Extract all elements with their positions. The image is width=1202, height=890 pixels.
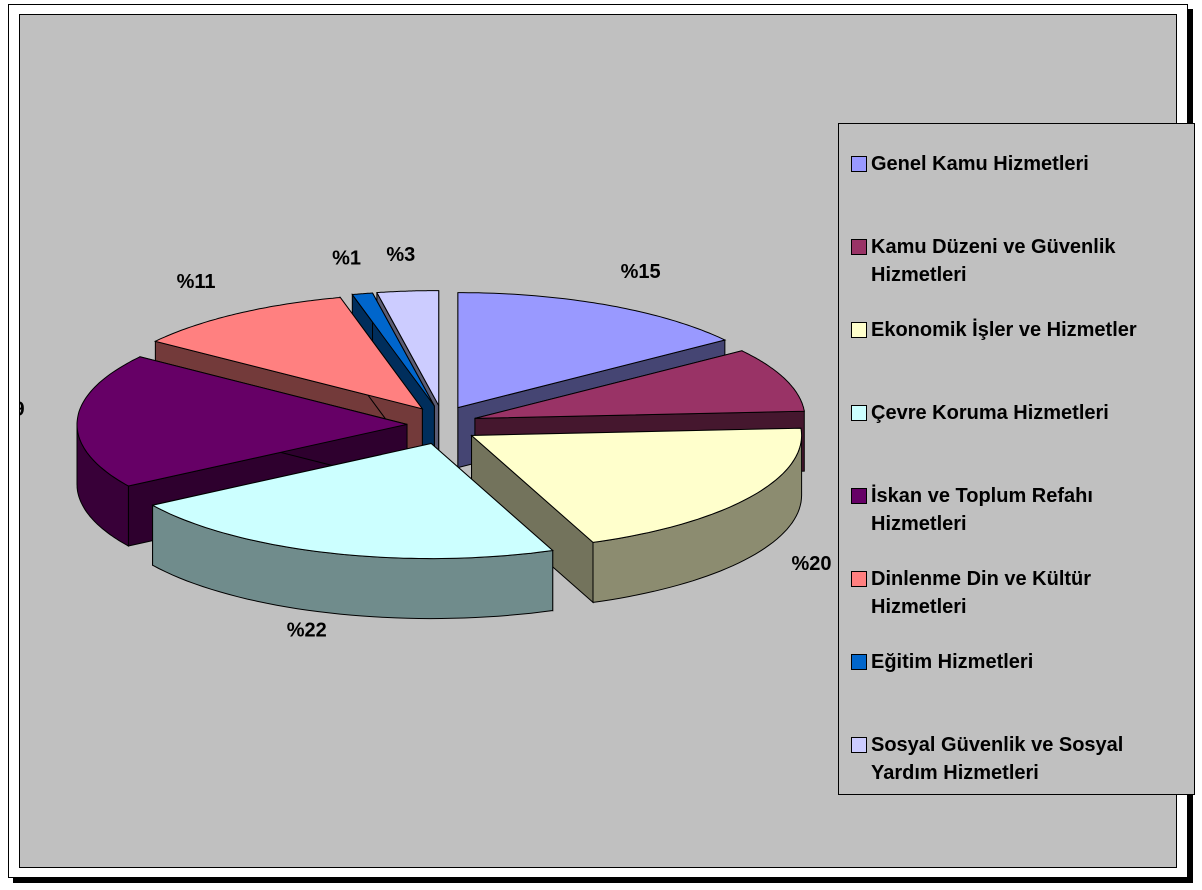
legend-label: Sosyal Güvenlik ve Sosyal Yardım Hizmetl… (871, 734, 1124, 784)
legend-item: Çevre Koruma Hizmetleri (851, 399, 1187, 427)
slice-top (474, 350, 805, 419)
legend-label: Çevre Koruma Hizmetleri (871, 402, 1109, 424)
legend-label: Dinlenme Din ve Kültür Hizmetleri (871, 568, 1092, 618)
data-label: %11 (177, 271, 216, 293)
slice-top (151, 443, 554, 560)
legend-item: Sosyal Güvenlik ve Sosyal Yardım Hizmetl… (851, 731, 1187, 787)
slice-top (76, 356, 408, 487)
pie-slice (470, 427, 803, 604)
legend-swatch (851, 571, 867, 587)
slice-top (470, 427, 803, 543)
legend-label: Eğitim Hizmetleri (871, 651, 1034, 673)
legend-item: Dinlenme Din ve Kültür Hizmetleri (851, 565, 1187, 621)
legend-item: Genel Kamu Hizmetleri (851, 150, 1187, 178)
legend-label: Kamu Düzeni ve Güvenlik Hizmetleri (871, 236, 1116, 286)
data-label: %1 (332, 247, 361, 269)
legend-label: Ekonomik İşler ve Hizmetler (871, 319, 1137, 341)
legend-item: Kamu Düzeni ve Güvenlik Hizmetleri (851, 233, 1187, 289)
legend-swatch (851, 156, 867, 172)
legend: Genel Kamu Hizmetleri Kamu Düzeni ve Güve… (838, 123, 1195, 795)
slice-top (351, 292, 435, 407)
data-label: %22 (287, 619, 327, 641)
slice-top (376, 290, 440, 406)
slice-top (153, 296, 424, 410)
slice-top (457, 292, 727, 409)
legend-swatch (851, 654, 867, 670)
legend-swatch (851, 488, 867, 504)
legend-swatch (851, 239, 867, 255)
legend-item: İskan ve Toplum Refahı Hizmetleri (851, 482, 1187, 538)
data-label: %19 (20, 398, 25, 420)
legend-label: İskan ve Toplum Refahı Hizmetleri (871, 485, 1093, 535)
legend-swatch (851, 737, 867, 753)
data-label: %15 (621, 261, 661, 283)
data-label: %3 (386, 244, 415, 266)
legend-label: Genel Kamu Hizmetleri (871, 153, 1089, 175)
pie-slice (151, 442, 554, 620)
legend-swatch (851, 322, 867, 338)
legend-item: Ekonomik İşler ve Hizmetler (851, 316, 1187, 344)
legend-swatch (851, 405, 867, 421)
chart-frame: %15%9%20%22%19%11%1%3 Genel Kamu Hizmetl… (8, 4, 1195, 878)
plot-area: %15%9%20%22%19%11%1%3 Genel Kamu Hizmetl… (19, 14, 1195, 868)
chart: %15%9%20%22%19%11%1%3 (20, 244, 868, 641)
legend-item: Eğitim Hizmetleri (851, 648, 1187, 676)
data-label: %20 (791, 553, 831, 575)
